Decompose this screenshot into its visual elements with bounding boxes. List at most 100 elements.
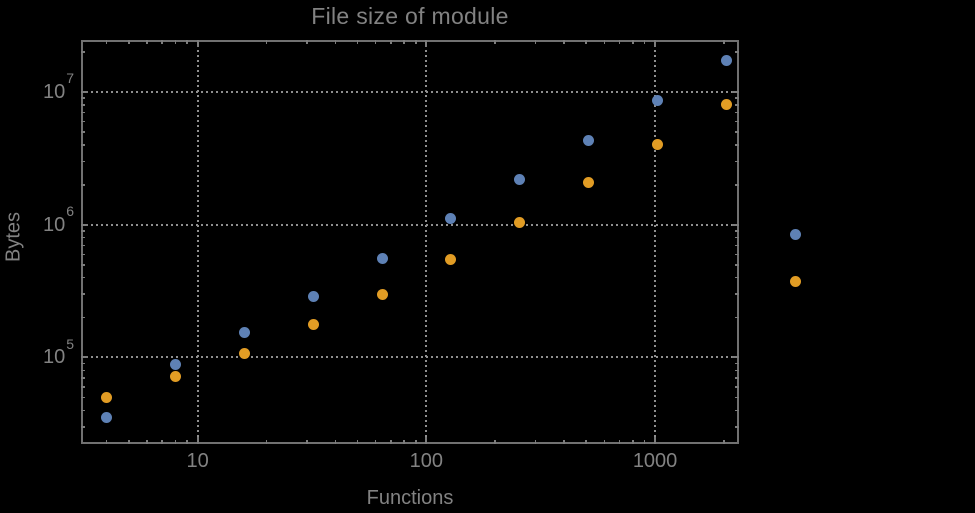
y-tick-label: 105 bbox=[42, 335, 74, 369]
x-gridline bbox=[654, 40, 657, 444]
y-minor-tick bbox=[81, 120, 85, 123]
data-point-blue bbox=[376, 252, 388, 264]
y-minor-tick bbox=[735, 426, 739, 428]
y-tick-label: 106 bbox=[42, 203, 74, 236]
data-point-blue bbox=[101, 411, 113, 423]
y-minor-tick bbox=[735, 264, 739, 266]
y-minor-tick bbox=[81, 369, 85, 372]
x-minor-tick bbox=[161, 40, 163, 44]
x-minor-tick bbox=[186, 40, 188, 44]
data-point-blue bbox=[238, 326, 250, 338]
data-point-blue bbox=[789, 229, 801, 241]
y-major-tick bbox=[81, 356, 88, 359]
y-minor-tick bbox=[735, 253, 739, 255]
y-minor-tick bbox=[81, 184, 85, 186]
data-point-blue bbox=[720, 55, 732, 67]
x-major-tick bbox=[196, 437, 199, 444]
x-minor-tick bbox=[415, 40, 417, 44]
y-minor-tick bbox=[735, 236, 739, 239]
y-minor-tick bbox=[735, 244, 739, 247]
data-point-blue bbox=[651, 94, 663, 106]
y-minor-tick bbox=[81, 51, 85, 53]
x-minor-tick bbox=[403, 40, 405, 44]
y-minor-tick bbox=[735, 131, 739, 133]
x-major-tick bbox=[425, 40, 428, 47]
y-axis-label: Bytes bbox=[2, 211, 25, 263]
x-minor-tick bbox=[618, 440, 621, 444]
x-minor-tick bbox=[334, 440, 337, 444]
data-point-blue bbox=[514, 173, 526, 185]
x-minor-tick bbox=[128, 440, 130, 444]
y-minor-tick bbox=[81, 377, 85, 379]
y-gridline bbox=[81, 223, 739, 226]
x-minor-tick bbox=[403, 440, 405, 444]
x-minor-tick bbox=[603, 440, 606, 444]
y-minor-tick bbox=[81, 264, 85, 266]
y-gridline bbox=[81, 356, 739, 359]
x-minor-tick bbox=[265, 440, 268, 444]
x-minor-tick bbox=[723, 40, 725, 44]
x-minor-tick bbox=[128, 40, 130, 44]
x-minor-tick bbox=[494, 40, 496, 44]
x-minor-tick bbox=[356, 440, 359, 444]
x-minor-tick bbox=[174, 40, 177, 44]
x-minor-tick bbox=[563, 440, 565, 444]
y-minor-tick bbox=[81, 230, 85, 232]
plot-area bbox=[81, 40, 801, 444]
data-point-orange bbox=[101, 391, 113, 403]
y-minor-tick bbox=[735, 369, 739, 372]
y-minor-tick bbox=[735, 276, 739, 279]
y-minor-tick bbox=[735, 409, 739, 412]
x-minor-tick bbox=[374, 40, 377, 44]
x-major-tick bbox=[196, 40, 199, 47]
x-minor-tick bbox=[534, 440, 537, 444]
data-points-layer bbox=[81, 40, 801, 444]
x-minor-tick bbox=[105, 440, 108, 444]
gridlines-layer bbox=[81, 40, 739, 444]
x-minor-tick bbox=[146, 40, 148, 44]
y-minor-tick bbox=[735, 184, 739, 186]
y-minor-tick bbox=[735, 51, 739, 53]
y-minor-tick bbox=[81, 244, 85, 247]
y-tick-label: 107 bbox=[42, 70, 74, 104]
x-minor-tick bbox=[265, 40, 268, 44]
y-minor-tick bbox=[735, 377, 739, 379]
x-tick-label: 100 bbox=[409, 450, 444, 472]
x-minor-tick bbox=[563, 40, 565, 44]
data-point-blue bbox=[583, 134, 595, 146]
x-major-tick bbox=[654, 437, 657, 444]
y-minor-tick bbox=[81, 409, 85, 412]
y-minor-tick bbox=[735, 316, 739, 319]
data-point-blue bbox=[445, 213, 457, 225]
y-minor-tick bbox=[81, 144, 85, 146]
y-minor-tick bbox=[735, 111, 739, 114]
y-minor-tick bbox=[81, 104, 85, 106]
x-minor-tick bbox=[374, 440, 377, 444]
y-minor-tick bbox=[81, 131, 85, 133]
x-minor-tick bbox=[494, 440, 496, 444]
x-minor-tick bbox=[174, 440, 177, 444]
y-minor-tick bbox=[81, 362, 85, 365]
data-point-blue bbox=[307, 290, 319, 302]
x-minor-tick bbox=[390, 40, 392, 44]
data-point-orange bbox=[445, 254, 457, 266]
y-minor-tick bbox=[81, 276, 85, 279]
x-minor-tick bbox=[632, 40, 634, 44]
y-minor-tick bbox=[735, 120, 739, 123]
x-minor-tick bbox=[390, 440, 392, 444]
data-point-orange bbox=[514, 216, 526, 228]
data-point-orange bbox=[583, 177, 595, 189]
y-minor-tick bbox=[81, 426, 85, 428]
data-point-orange bbox=[169, 370, 181, 382]
x-gridline bbox=[425, 40, 428, 444]
y-major-tick bbox=[732, 356, 739, 359]
y-minor-tick bbox=[735, 396, 739, 399]
y-minor-tick bbox=[735, 144, 739, 146]
y-minor-tick bbox=[81, 386, 85, 388]
y-major-tick bbox=[732, 223, 739, 226]
x-minor-tick bbox=[618, 40, 621, 44]
x-major-tick bbox=[654, 40, 657, 47]
y-minor-tick bbox=[81, 97, 85, 99]
y-minor-tick bbox=[81, 293, 85, 295]
